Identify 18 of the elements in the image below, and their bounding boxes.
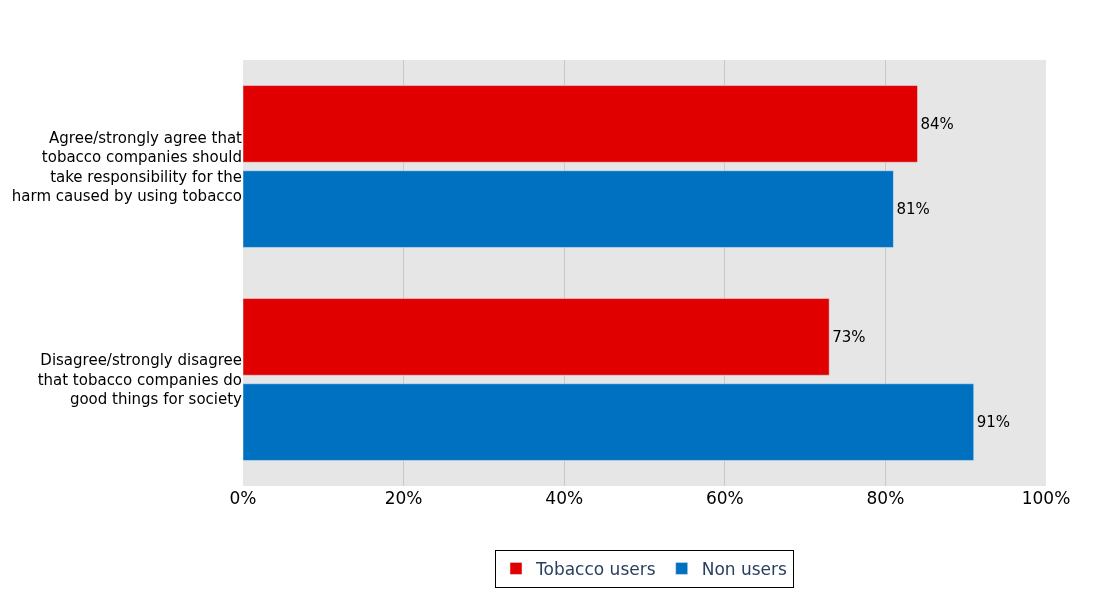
- x-tick-label: 100%: [1021, 488, 1071, 508]
- bar: [243, 383, 974, 461]
- y-tick-label: Disagree/strongly disagree that tobacco companies do good things for society: [37, 351, 243, 409]
- legend-label: Non users: [701, 559, 788, 580]
- x-tick-label: 20%: [384, 488, 423, 508]
- x-tick-label: 0%: [229, 488, 257, 508]
- x-tick-label: 60%: [705, 488, 744, 508]
- x-tick-label: 40%: [545, 488, 584, 508]
- data-label: 91%: [976, 413, 1011, 432]
- bar: [243, 298, 830, 376]
- bar: [243, 85, 918, 163]
- legend-label: Tobacco users: [535, 559, 656, 580]
- x-tick-label: 80%: [866, 488, 905, 508]
- data-label: 81%: [896, 200, 930, 219]
- bar: [243, 170, 894, 248]
- data-label: 84%: [920, 114, 954, 133]
- y-tick-label: Agree/strongly agree that tobacco companies should take responsibility for the harm caused by using tobacco: [11, 128, 243, 205]
- data-label: 73%: [832, 327, 866, 346]
